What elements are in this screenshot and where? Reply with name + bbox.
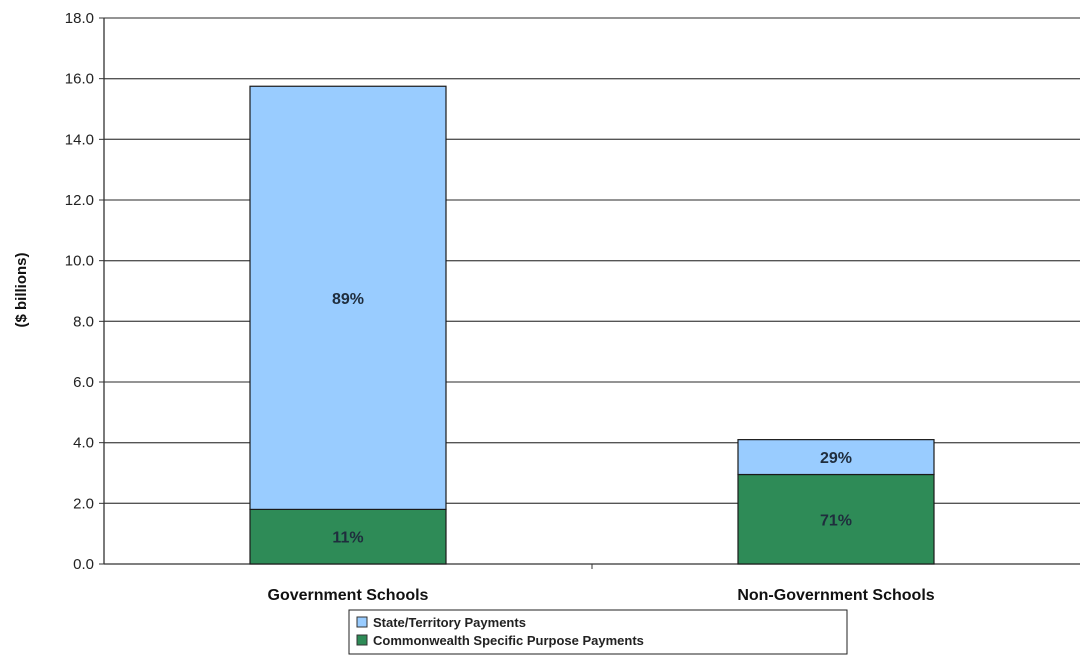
y-tick-label: 16.0 [65, 71, 94, 88]
y-tick-label: 4.0 [73, 435, 94, 452]
y-tick-label: 0.0 [73, 556, 94, 573]
bar-data-label: 89% [332, 291, 364, 308]
x-category-label: Government Schools [268, 587, 429, 604]
data-labels: 11% 89% 71% 29% [332, 291, 852, 547]
legend-label-state: State/Territory Payments [373, 615, 526, 630]
bar-segment [249, 85, 447, 510]
y-tick-label: 14.0 [65, 131, 94, 148]
y-tick-label: 6.0 [73, 374, 94, 391]
y-tick-label: 8.0 [73, 313, 94, 330]
bar-segment [737, 439, 935, 476]
legend-label-commonwealth: Commonwealth Specific Purpose Payments [373, 633, 644, 648]
bar-data-label: 11% [332, 530, 363, 547]
bar-data-label: 29% [820, 450, 852, 467]
bar-segment [737, 473, 935, 565]
legend-box [348, 609, 848, 655]
legend-swatch-commonwealth [356, 634, 368, 646]
legend: State/Territory Payments Commonwealth Sp… [348, 609, 848, 655]
axes: 0.0 2.0 4.0 6.0 8.0 10.0 12.0 14.0 16.0 18.0 Gover… [65, 10, 1080, 604]
legend-swatch-state [356, 616, 368, 628]
y-axis-label: ($ billions) [13, 252, 30, 327]
bars [249, 85, 935, 565]
bar-data-label: 71% [820, 512, 852, 529]
y-tick-label: 12.0 [65, 192, 94, 209]
y-tick-label: 18.0 [65, 10, 94, 27]
x-category-label: Non-Government Schools [737, 587, 934, 604]
y-tick-label: 2.0 [73, 495, 94, 512]
y-tick-label: 10.0 [65, 253, 94, 270]
